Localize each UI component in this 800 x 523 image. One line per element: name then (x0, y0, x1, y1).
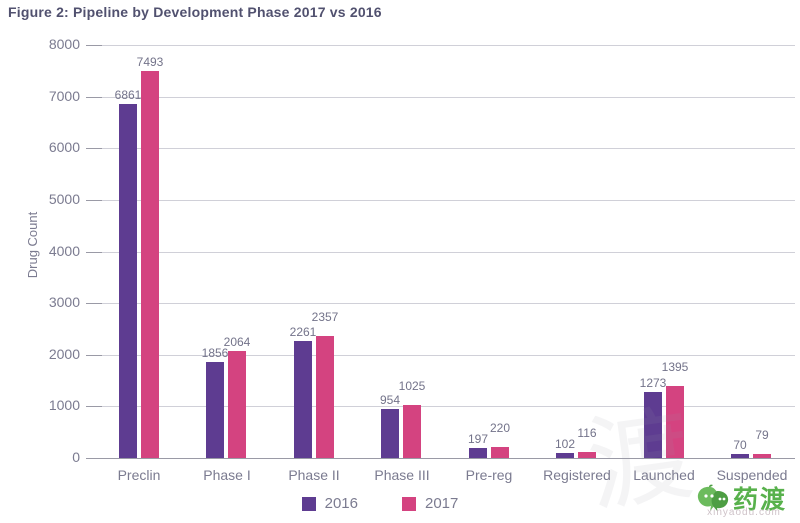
y-tick-label: 5000 (48, 191, 80, 207)
legend: 2016 2017 (0, 495, 760, 512)
bar-2016-pre-reg (469, 448, 487, 458)
bar-value-label: 2064 (223, 335, 251, 349)
bar-value-label: 220 (489, 421, 511, 435)
legend-swatch-2017 (402, 496, 416, 511)
legend-label: 2016 (324, 495, 358, 512)
legend-item-2016: 2016 (301, 495, 358, 512)
bar-2016-phase-ii (294, 341, 312, 458)
bar-value-label: 1856 (201, 346, 229, 360)
y-tick-label: 4000 (48, 243, 80, 259)
bar-value-label: 2261 (289, 325, 317, 339)
x-tick-label: Registered (543, 467, 611, 483)
y-tick-label: 0 (72, 449, 80, 465)
y-axis-tick (86, 355, 102, 356)
x-tick-label: Phase III (374, 467, 430, 483)
bar-value-label: 197 (467, 432, 489, 446)
y-axis-tick (86, 45, 102, 46)
bar-value-label: 79 (755, 428, 769, 442)
bar-2017-launched (666, 386, 684, 458)
bar-2017-phase-iii (403, 405, 421, 458)
x-tick-label: Phase II (288, 467, 340, 483)
gridline (95, 97, 795, 98)
bar-value-label: 954 (379, 393, 401, 407)
y-axis-tick (86, 148, 102, 149)
bar-2017-suspended (753, 454, 771, 458)
bar-2016-phase-iii (381, 409, 399, 458)
y-axis-tick (86, 458, 102, 459)
gridline (95, 45, 795, 46)
x-tick-label: Phase I (203, 467, 251, 483)
bar-2016-registered (556, 453, 574, 458)
x-tick-label: Preclin (117, 467, 161, 483)
y-tick-label: 6000 (48, 139, 80, 155)
bar-2016-launched (644, 392, 662, 458)
bar-value-label: 1395 (661, 360, 689, 374)
bar-value-label: 2357 (311, 310, 339, 324)
bar-2017-registered (578, 452, 596, 458)
bar-2016-phase-i (206, 362, 224, 458)
bar-2017-preclin (141, 71, 159, 458)
bar-value-label: 7493 (136, 55, 164, 69)
x-tick-label: Pre-reg (465, 467, 513, 483)
y-axis-tick (86, 303, 102, 304)
y-tick-label: 1000 (48, 397, 80, 413)
gridline (95, 252, 795, 253)
bar-2016-preclin (119, 104, 137, 458)
bar-value-label: 1273 (639, 376, 667, 390)
bar-value-label: 70 (733, 438, 747, 452)
legend-item-2017: 2017 (402, 495, 458, 512)
gridline (95, 148, 795, 149)
y-axis-tick (86, 252, 102, 253)
bar-2017-phase-i (228, 351, 246, 458)
y-axis-tick (86, 406, 102, 407)
x-tick-label: Launched (633, 467, 695, 483)
bar-value-label: 102 (554, 437, 576, 451)
y-axis-tick (86, 97, 102, 98)
bar-value-label: 6861 (114, 88, 142, 102)
legend-label: 2017 (425, 495, 459, 512)
bar-2017-phase-ii (316, 336, 334, 458)
x-tick-label: Suspended (716, 467, 788, 483)
y-axis-tick (86, 200, 102, 201)
y-tick-label: 7000 (48, 88, 80, 104)
gridline (95, 200, 795, 201)
bar-2016-suspended (731, 454, 749, 458)
x-axis-line (95, 458, 795, 459)
y-tick-label: 3000 (48, 294, 80, 310)
bar-value-label: 116 (577, 426, 597, 440)
legend-swatch-2016 (301, 496, 316, 511)
y-tick-label: 8000 (48, 36, 80, 52)
gridline (95, 406, 795, 407)
chart-title: Figure 2: Pipeline by Development Phase … (8, 4, 382, 20)
y-tick-label: 2000 (48, 346, 80, 362)
gridline (95, 303, 795, 304)
bar-value-label: 1025 (398, 379, 426, 393)
bar-2017-pre-reg (491, 447, 509, 458)
gridline (95, 355, 795, 356)
